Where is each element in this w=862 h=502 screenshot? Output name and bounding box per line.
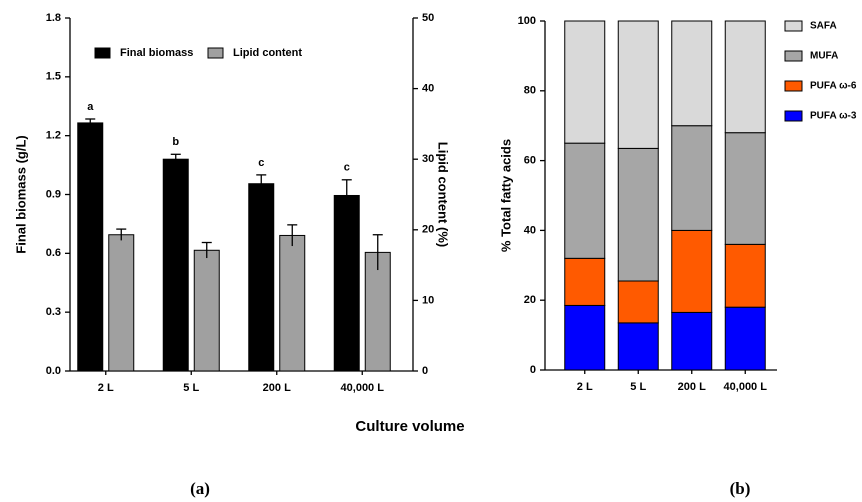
legend-label: SAFA xyxy=(810,21,837,32)
annotation: c xyxy=(258,157,264,169)
y-tick-label: 1.8 xyxy=(46,12,61,24)
bar-segment xyxy=(671,311,713,371)
y-tick-label: 0.3 xyxy=(46,306,61,318)
legend-swatch xyxy=(784,20,803,32)
y-tick-label: 0 xyxy=(530,364,536,376)
legend-swatch xyxy=(94,47,111,59)
bar xyxy=(77,122,104,372)
x-tick-label: 2 L xyxy=(98,382,114,394)
y-tick-label: 0.0 xyxy=(46,365,61,377)
x-axis-label: Culture volume xyxy=(355,418,464,435)
y2-tick-label: 40 xyxy=(422,83,434,95)
legend-swatch xyxy=(784,50,803,62)
legend-label: Lipid content xyxy=(233,47,302,59)
y2-tick-label: 0 xyxy=(422,365,428,377)
bar-segment xyxy=(564,142,606,259)
caption: (b) xyxy=(730,479,751,498)
bar xyxy=(333,194,360,372)
y2-tick-label: 20 xyxy=(422,224,434,236)
bar xyxy=(162,158,189,372)
bar xyxy=(279,234,306,372)
bar-segment xyxy=(671,229,713,313)
y-axis-label: Final biomass (g/L) xyxy=(13,135,28,253)
bar-segment xyxy=(724,243,766,308)
bar-segment xyxy=(724,306,766,371)
y-axis-label: % Total fatty acids xyxy=(498,139,513,252)
y2-tick-label: 30 xyxy=(422,153,434,165)
x-tick-label: 40,000 L xyxy=(724,381,768,393)
legend-label: PUFA ω-3 xyxy=(810,111,857,122)
bar xyxy=(193,249,220,372)
y-tick-label: 60 xyxy=(524,155,536,167)
y2-tick-label: 10 xyxy=(422,294,434,306)
bar-segment xyxy=(564,304,606,371)
x-tick-label: 200 L xyxy=(263,382,291,394)
legend-label: Final biomass xyxy=(120,47,193,59)
annotation: b xyxy=(172,136,179,148)
bar-segment xyxy=(617,280,659,324)
x-tick-label: 2 L xyxy=(577,381,593,393)
y-tick-label: 40 xyxy=(524,224,536,236)
y-tick-label: 1.2 xyxy=(46,130,61,142)
legend-swatch xyxy=(784,80,803,92)
bar xyxy=(248,183,275,372)
y-tick-label: 20 xyxy=(524,294,536,306)
legend-label: PUFA ω-6 xyxy=(810,81,857,92)
x-tick-label: 40,000 L xyxy=(341,382,385,394)
caption: (a) xyxy=(190,479,210,498)
bar-segment xyxy=(617,322,659,371)
legend-swatch xyxy=(207,47,224,59)
y-tick-label: 0.6 xyxy=(46,247,61,259)
bar-segment xyxy=(671,125,713,231)
y-tick-label: 80 xyxy=(524,85,536,97)
y-tick-label: 1.5 xyxy=(46,71,61,83)
y-tick-label: 0.9 xyxy=(46,188,61,200)
x-tick-label: 200 L xyxy=(678,381,706,393)
bar-segment xyxy=(724,20,766,134)
bar-segment xyxy=(671,20,713,127)
bar-segment xyxy=(564,257,606,306)
legend-label: MUFA xyxy=(810,51,838,62)
x-tick-label: 5 L xyxy=(183,382,199,394)
bar-segment xyxy=(724,132,766,245)
legend-swatch xyxy=(784,110,803,122)
bar-segment xyxy=(617,147,659,282)
bar xyxy=(108,234,135,372)
bar-segment xyxy=(564,20,606,144)
y2-tick-label: 50 xyxy=(422,12,434,24)
bar xyxy=(364,251,391,372)
x-tick-label: 5 L xyxy=(630,381,646,393)
y2-axis-label: Lipid content (%) xyxy=(436,142,451,247)
y-tick-label: 100 xyxy=(518,15,536,27)
bar-segment xyxy=(617,20,659,149)
annotation: c xyxy=(344,162,350,174)
annotation: a xyxy=(87,101,94,113)
